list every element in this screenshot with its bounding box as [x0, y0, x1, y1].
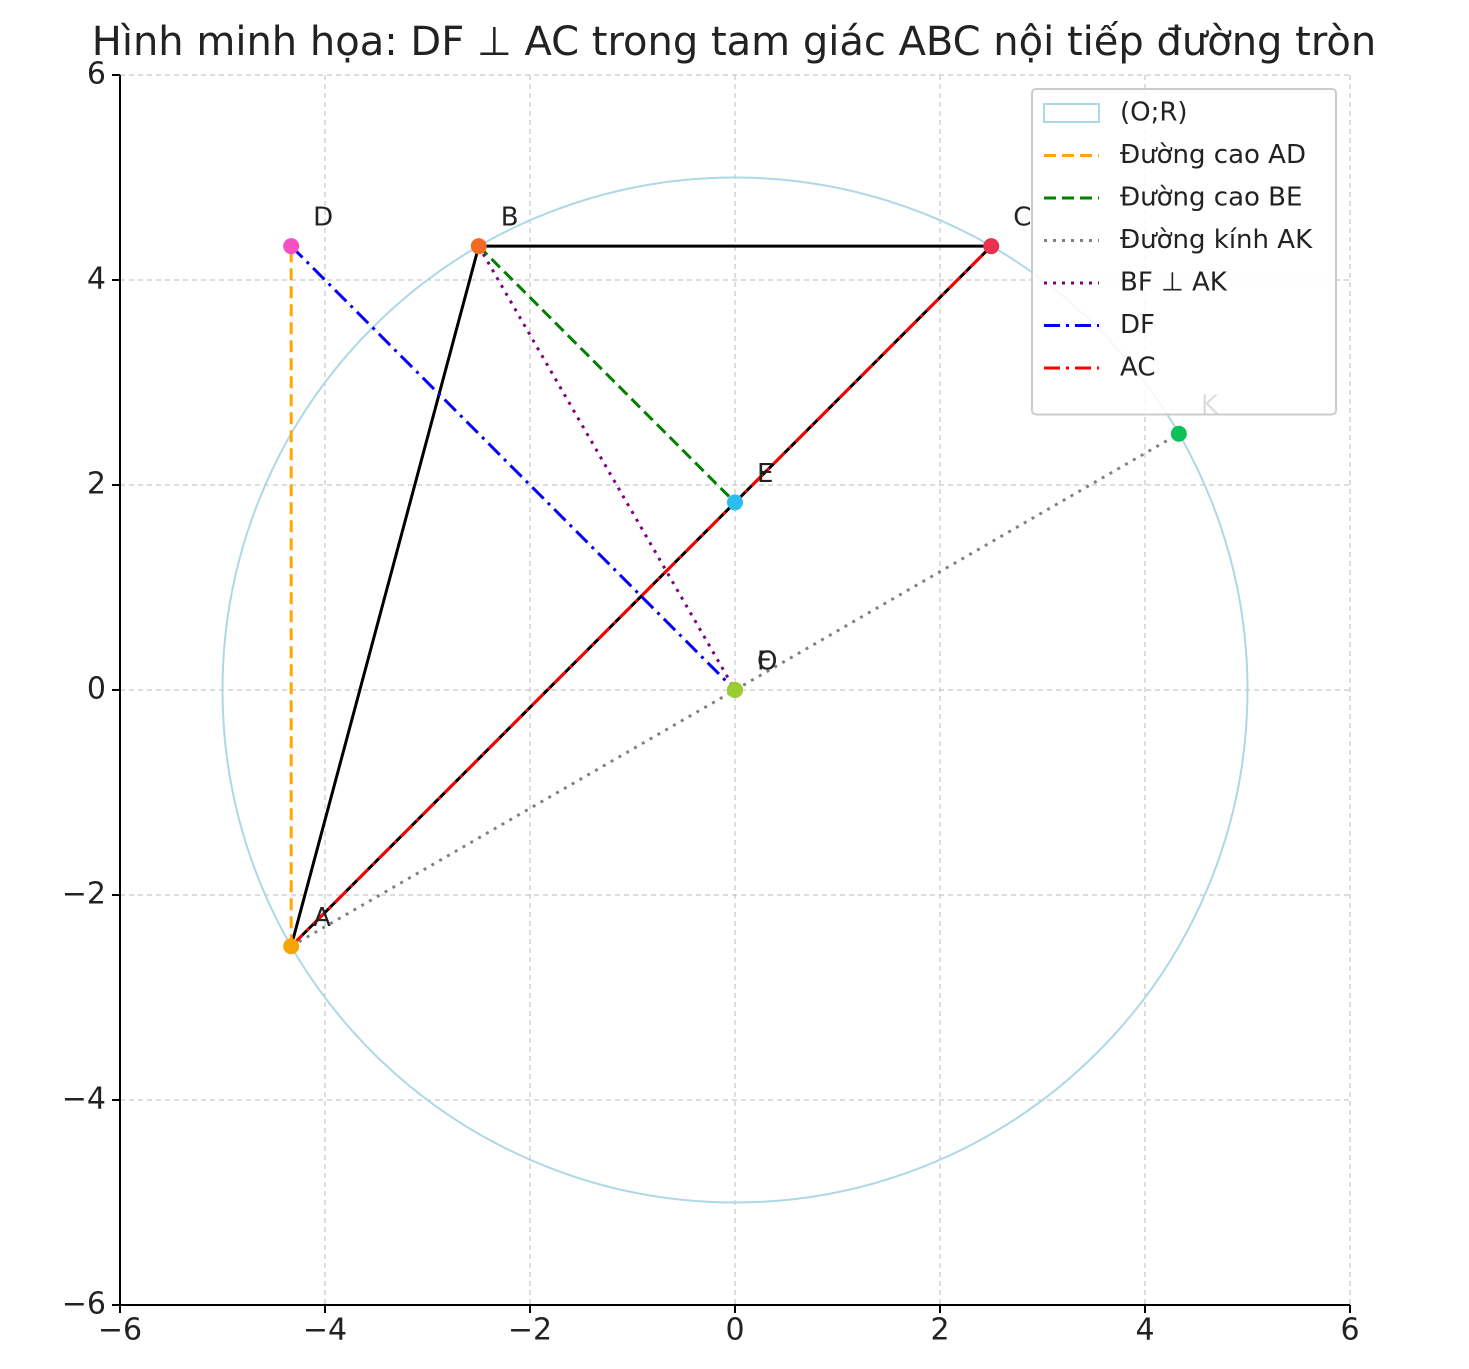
x-tick-label: 4 [1135, 1313, 1154, 1348]
legend-label: (O;R) [1120, 98, 1188, 128]
legend-label: Đường cao BE [1120, 183, 1302, 213]
legend-label: DF [1120, 310, 1155, 340]
segment [477, 245, 737, 691]
point [1170, 425, 1187, 442]
y-tick-label: 2 [87, 467, 106, 502]
point-label: O [757, 647, 777, 677]
point [283, 238, 300, 255]
legend-label: Đường cao AD [1120, 140, 1306, 170]
chart-title: Hình minh họa: DF ⊥ AC trong tam giác AB… [92, 19, 1376, 65]
x-tick-label: −6 [98, 1313, 142, 1348]
triangle [289, 244, 995, 948]
legend: (O;R) Đường cao AD Đường cao BE Đường kính … [1031, 88, 1337, 416]
legend-label: AC [1120, 353, 1155, 383]
y-tick-label: −6 [62, 1287, 106, 1322]
y-tick-label: 6 [87, 57, 106, 92]
point-label: A [313, 903, 331, 933]
legend-swatch [1043, 103, 1100, 123]
x-tick-label: −2 [508, 1313, 552, 1348]
legend-label: Đường kính AK [1120, 225, 1313, 255]
legend-box [1031, 88, 1337, 416]
x-tick-label: 0 [725, 1313, 744, 1348]
point [283, 938, 300, 955]
point-label: E [757, 459, 773, 489]
point-label: D [313, 203, 333, 233]
segment [290, 245, 737, 692]
x-tick-label: 6 [1340, 1313, 1359, 1348]
point [727, 682, 743, 698]
legend-label: BF ⊥ AK [1120, 268, 1228, 298]
point-label: B [501, 203, 519, 233]
y-tick-label: 4 [87, 262, 106, 297]
point [470, 238, 487, 255]
y-tick-label: −4 [62, 1082, 106, 1117]
point [983, 238, 1000, 255]
point [727, 494, 743, 511]
circle [221, 176, 1249, 1204]
segment [290, 245, 993, 948]
point-label: F [757, 647, 772, 677]
x-tick-label: −4 [303, 1313, 347, 1348]
y-tick-label: 0 [87, 672, 106, 707]
x-tick-label: 2 [930, 1313, 949, 1348]
point-label: C [1013, 203, 1031, 233]
segment [477, 245, 737, 504]
y-tick-label: −2 [62, 877, 106, 912]
